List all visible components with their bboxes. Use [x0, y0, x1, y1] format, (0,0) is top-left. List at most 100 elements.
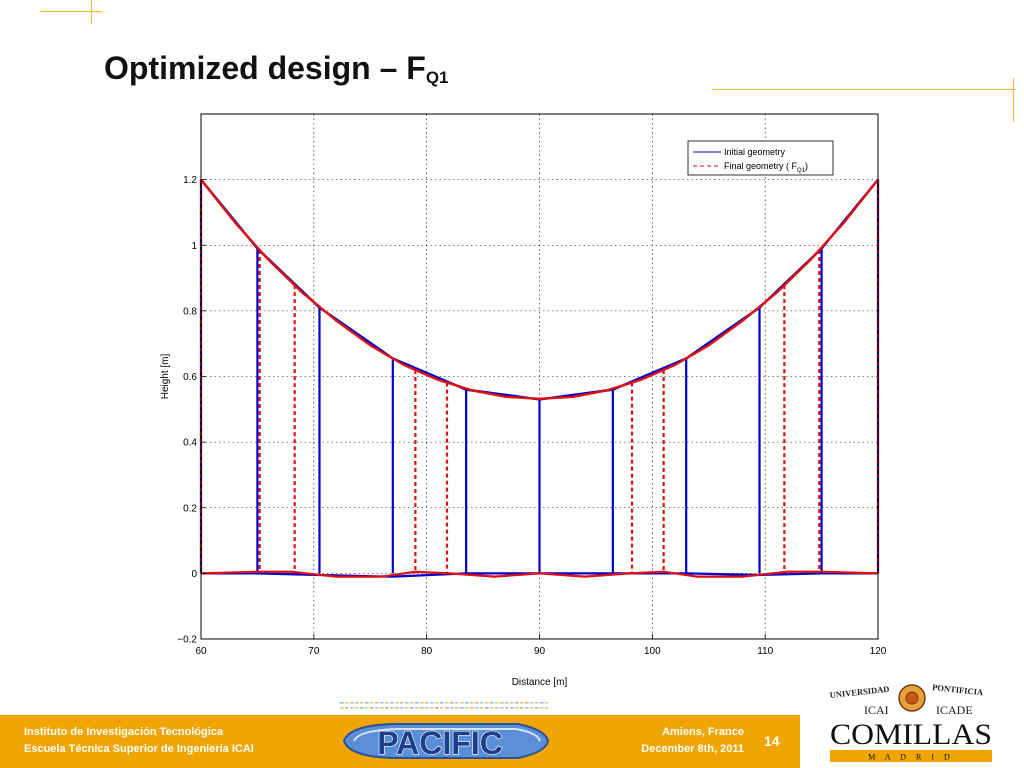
pacific-decoration-mark [490, 707, 494, 709]
deck-final [200, 570, 879, 578]
pacific-decoration-mark [495, 707, 499, 709]
pacific-decoration-mark [525, 702, 529, 704]
x-axis-label: Distance [m] [512, 677, 568, 688]
comillas-pontificia-text: PONTIFICIA [932, 682, 985, 697]
y-tick-label: 0.4 [183, 438, 197, 449]
chart-legend: Initial geometry Final geometry ( FQ1) [687, 140, 834, 176]
pacific-decoration-mark [475, 707, 479, 709]
x-tick-label: 70 [308, 646, 320, 657]
pacific-decoration-mark [400, 702, 404, 704]
pacific-decoration-mark [340, 702, 344, 704]
legend-label-final-sub: Q1 [797, 168, 806, 174]
pacific-decoration-mark [380, 707, 384, 709]
pacific-decoration-mark [515, 707, 519, 709]
pacific-decoration-mark [505, 707, 509, 709]
pacific-decoration-mark [545, 702, 548, 704]
pacific-decoration-mark [425, 707, 429, 709]
pacific-decoration-mark [520, 702, 524, 704]
pacific-decoration-mark [450, 707, 454, 709]
pacific-logo-decoration [340, 702, 548, 709]
footer-institution: Instituto de Investigación Tecnológica E… [24, 724, 254, 758]
slide-title: Optimized design – FQ1 [104, 50, 449, 88]
y-tick-label: −0.2 [177, 635, 197, 646]
pacific-decoration-mark [500, 707, 504, 709]
pacific-decoration-mark [455, 707, 459, 709]
legend-label-initial: Initial geometry [724, 147, 786, 157]
pacific-decoration-mark [410, 707, 414, 709]
pacific-decoration-mark [465, 707, 469, 709]
comillas-seal-inner-icon [905, 691, 919, 705]
pacific-decoration-mark [435, 707, 439, 709]
y-tick-label: 1 [191, 241, 197, 252]
pacific-decoration-mark [385, 707, 389, 709]
decorative-line-top-right-v [1013, 78, 1014, 122]
y-tick-label: 1.2 [183, 175, 197, 186]
pacific-decoration-mark [475, 702, 479, 704]
pacific-decoration-mark [505, 702, 509, 704]
pacific-decoration-mark [410, 702, 414, 704]
pacific-decoration-mark [340, 707, 344, 709]
pacific-decoration-mark [390, 702, 394, 704]
pacific-decoration-mark [440, 707, 444, 709]
pacific-decoration-mark [360, 702, 364, 704]
comillas-universidad-text: UNIVERSIDAD [829, 684, 890, 700]
pacific-logo-swoosh [342, 723, 550, 759]
legend-label-final-end: ) [805, 161, 808, 171]
pacific-decoration-mark [530, 707, 534, 709]
chart-ticks: 60 70 80 90 100 110 120 −0.2 0 0.2 0.4 0.6 0.8 1 1.2 [177, 175, 887, 657]
pacific-decoration-mark [500, 702, 504, 704]
x-tick-label: 60 [195, 646, 207, 657]
pacific-decoration-mark [455, 702, 459, 704]
pacific-decoration-mark [510, 702, 514, 704]
pacific-decoration-mark [490, 702, 494, 704]
footer-event: Amiens, France December 8th, 2011 [560, 724, 744, 758]
pacific-decoration-mark [495, 702, 499, 704]
pacific-decoration-mark [385, 702, 389, 704]
y-tick-label: 0.2 [183, 503, 197, 514]
pacific-decoration-mark [515, 702, 519, 704]
pacific-decoration-mark [540, 707, 544, 709]
pacific-decoration-mark [395, 707, 399, 709]
pacific-decoration-mark [350, 707, 354, 709]
decorative-line-top-left-h [40, 11, 102, 12]
x-tick-label: 110 [757, 646, 773, 657]
decorative-line-top-left-v [91, 0, 92, 24]
footer-location: Amiens, France [662, 726, 744, 738]
y-tick-label: 0.6 [183, 372, 197, 383]
comillas-city-text: M A D R I D [868, 753, 954, 762]
pacific-decoration-mark [465, 702, 469, 704]
pacific-decoration-mark [445, 702, 449, 704]
pacific-decoration-mark [535, 707, 539, 709]
pacific-decoration-mark [375, 707, 379, 709]
pacific-logo-highlight [353, 728, 541, 742]
pacific-decoration-mark [355, 702, 359, 704]
y-tick-label: 0.8 [183, 306, 197, 317]
pacific-decoration-mark [370, 702, 374, 704]
pacific-decoration-mark [530, 702, 534, 704]
pacific-decoration-mark [420, 702, 424, 704]
x-tick-label: 80 [421, 646, 433, 657]
pacific-decoration-mark [470, 707, 474, 709]
pacific-decoration-mark [440, 702, 444, 704]
main-cable-final [200, 178, 879, 401]
pacific-decoration-mark [415, 702, 419, 704]
pacific-decoration-mark [485, 707, 489, 709]
legend-box [687, 140, 834, 176]
pacific-decoration-mark [535, 702, 539, 704]
footer-institution-line2: Escuela Técnica Superior de Ingeniería I… [24, 743, 254, 755]
comillas-logo: UNIVERSIDAD PONTIFICIA ICAI ICADE COMILL… [829, 682, 992, 762]
pacific-decoration-mark [405, 702, 409, 704]
pacific-decoration-mark [460, 702, 464, 704]
pacific-decoration-mark [425, 702, 429, 704]
footer-date: December 8th, 2011 [641, 743, 744, 755]
footer-institution-line1: Instituto de Investigación Tecnológica [24, 726, 224, 738]
pacific-decoration-mark [520, 707, 524, 709]
pacific-decoration-mark [380, 702, 384, 704]
pacific-decoration-mark [460, 707, 464, 709]
pacific-decoration-mark [370, 707, 374, 709]
y-axis-label: Height [m] [160, 353, 171, 399]
pacific-decoration-mark [485, 702, 489, 704]
pacific-decoration-mark [415, 707, 419, 709]
pacific-decoration-mark [480, 707, 484, 709]
x-tick-label: 90 [534, 646, 546, 657]
